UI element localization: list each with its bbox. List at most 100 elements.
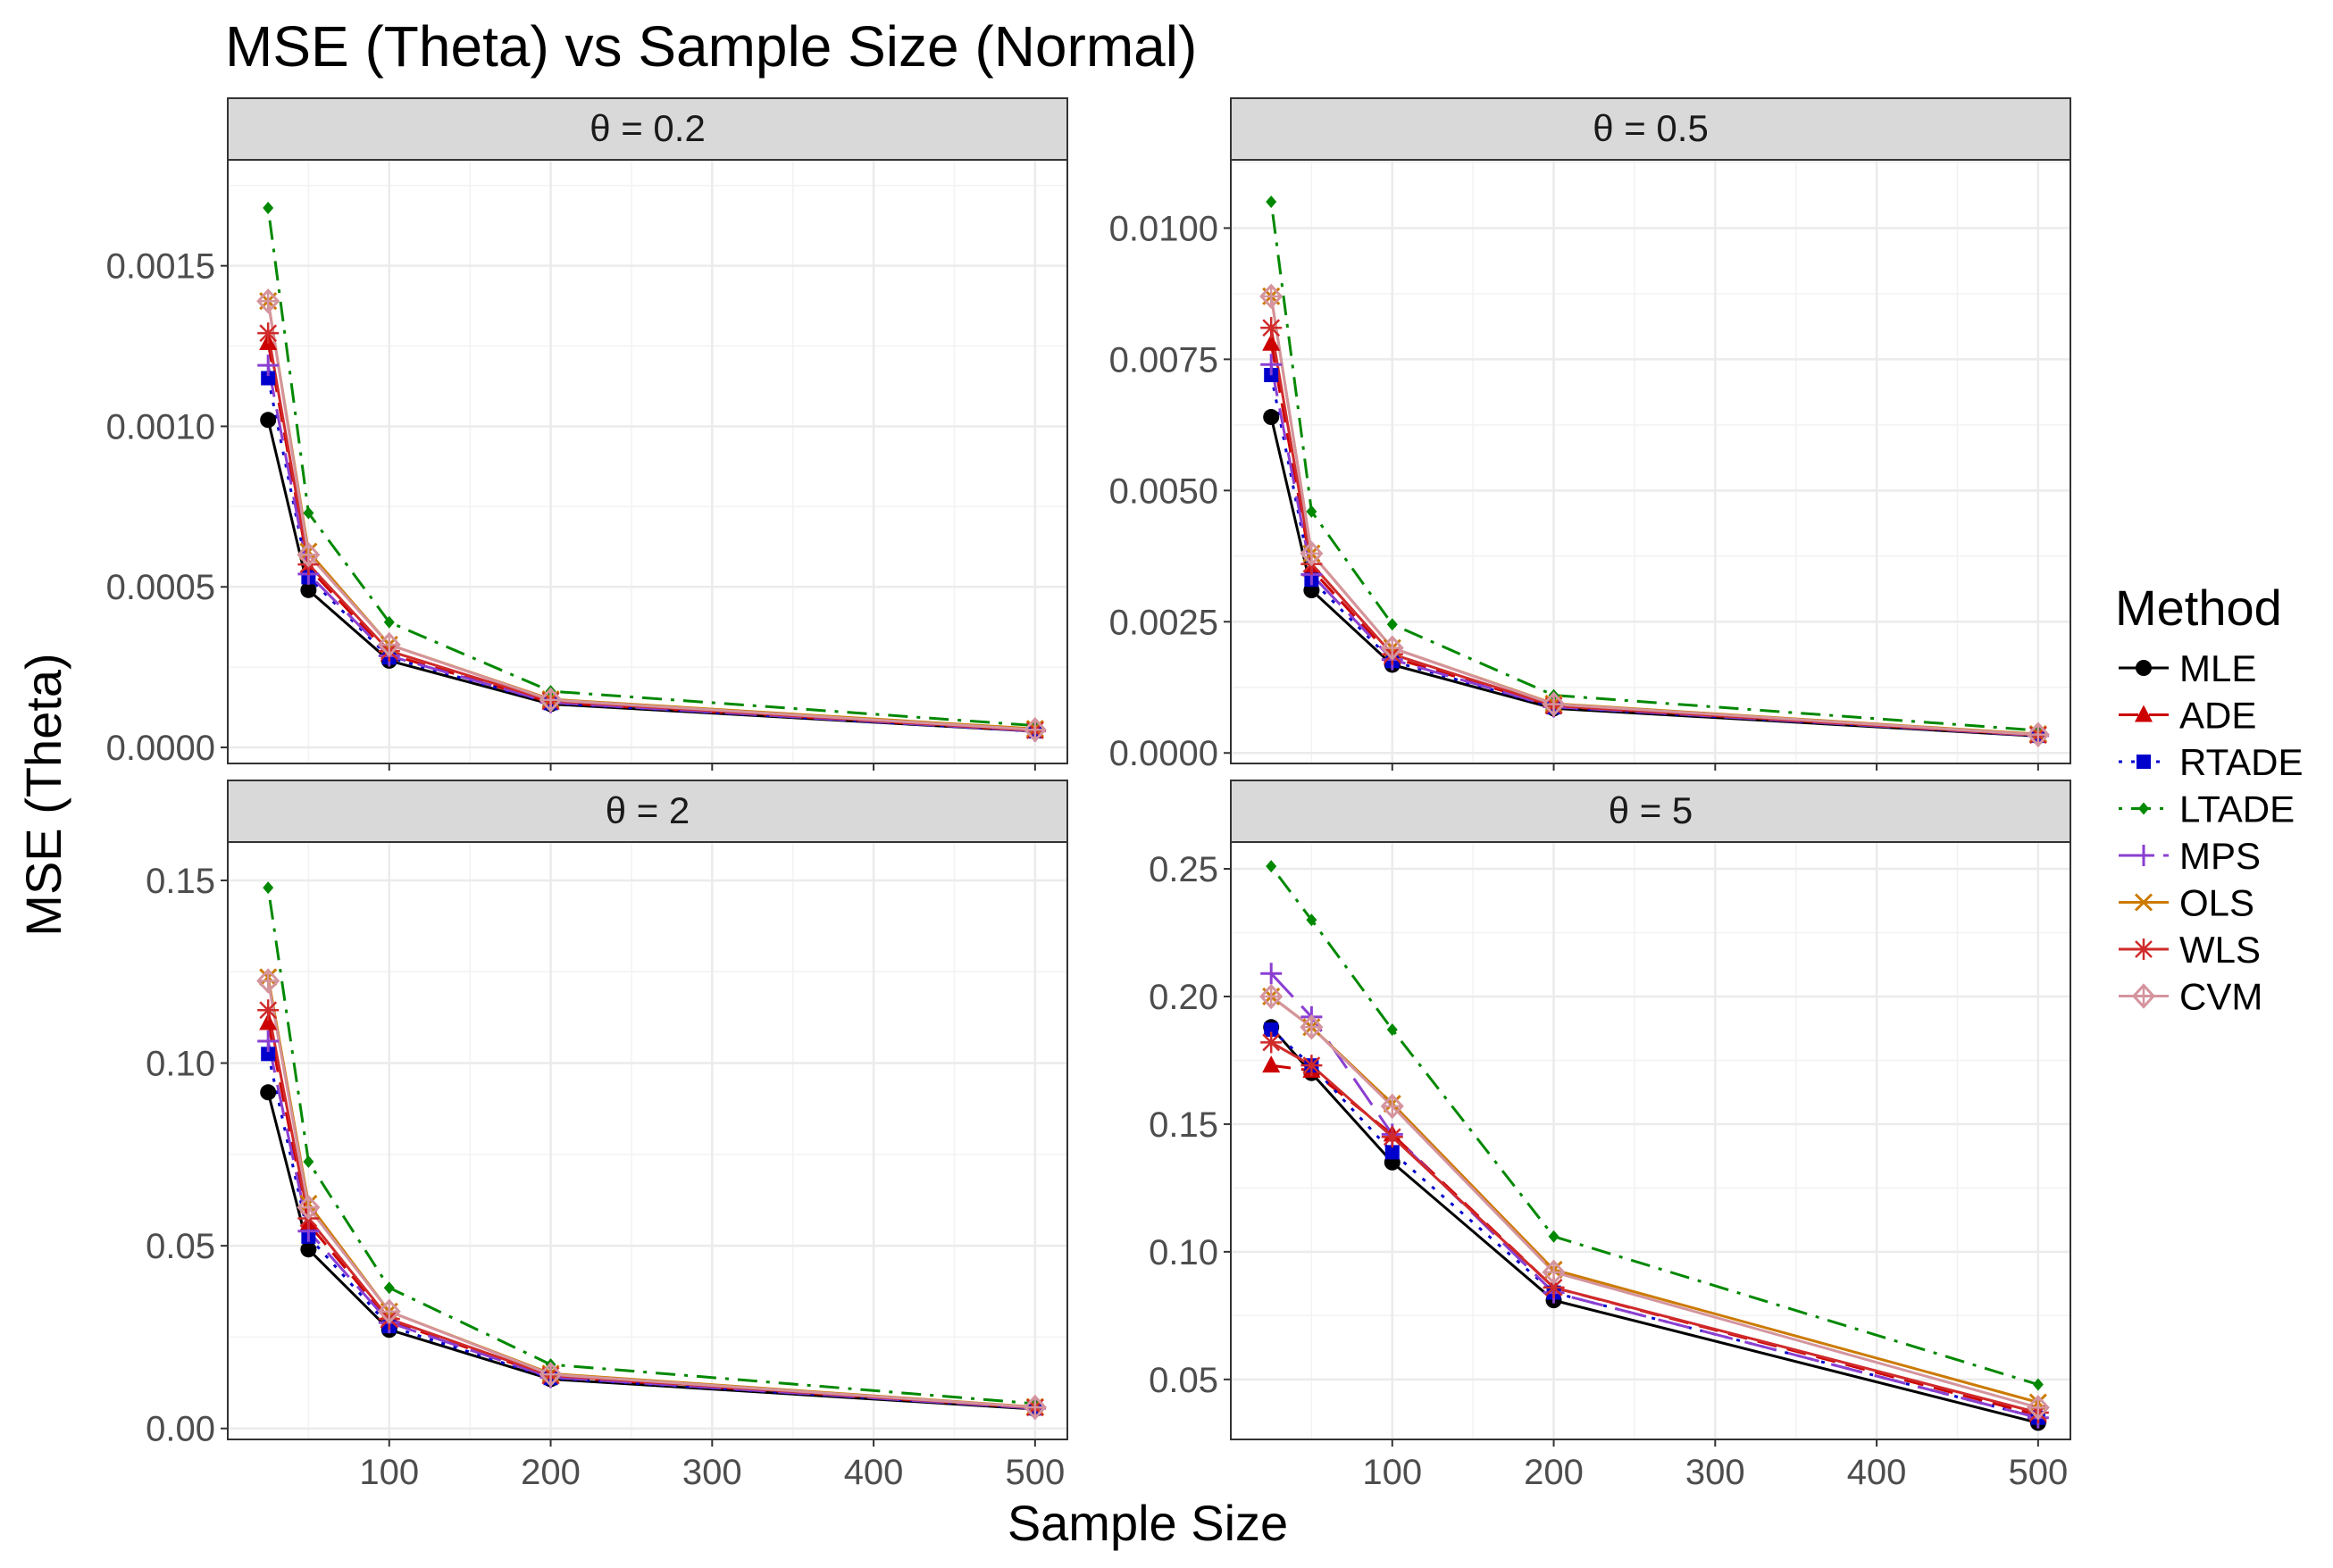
y-tick-label: 0.10 xyxy=(1149,1233,1218,1272)
x-tick-label: 100 xyxy=(1362,1453,1422,1492)
y-tick-label: 0.20 xyxy=(1149,978,1218,1017)
legend-key-marker xyxy=(2135,705,2153,722)
x-tick-label: 300 xyxy=(682,1453,742,1492)
facet-strip-label: θ = 0.2 xyxy=(590,107,706,149)
facet-panel: θ = 2 0.00 0.05 0.10 0.15 100 200 300 400 500 xyxy=(146,780,1068,1492)
data-point-ltade xyxy=(383,615,395,629)
y-tick-label: 0.0075 xyxy=(1109,340,1218,379)
data-point-ltade xyxy=(1306,505,1317,518)
data-point-ltade xyxy=(1548,1230,1560,1243)
facet-strip xyxy=(1230,97,2071,161)
data-point-cvm xyxy=(1380,635,1404,661)
y-tick-label: 0.0015 xyxy=(106,247,215,287)
facet-panel: θ = 0.2 0.0000 0.0005 0.0010 0.0015 xyxy=(106,97,1068,771)
chart-title: MSE (Theta) vs Sample Size (Normal) xyxy=(225,14,1197,79)
grid xyxy=(228,842,1067,1439)
facet-strip xyxy=(227,780,1068,843)
data-point-ltade xyxy=(1386,1023,1398,1037)
y-tick-label: 0.0005 xyxy=(106,568,215,607)
x-tick-label: 200 xyxy=(1524,1453,1584,1492)
data-point-cvm xyxy=(256,288,280,314)
x-tick-label: 500 xyxy=(2008,1453,2068,1492)
grid xyxy=(1231,842,2070,1439)
legend-item-mps: MPS xyxy=(2119,835,2261,877)
y-tick-label: 0.15 xyxy=(1149,1105,1218,1145)
facet-strip xyxy=(227,97,1068,161)
y-tick-label: 0.0100 xyxy=(1109,209,1218,248)
legend-key-marker xyxy=(2131,983,2156,1009)
data-point-mle xyxy=(260,1084,277,1101)
data-point-cvm xyxy=(297,542,321,568)
facet-strip-label: θ = 2 xyxy=(606,789,690,831)
data-point-mle xyxy=(300,581,317,598)
y-tick-label: 0.0000 xyxy=(106,729,215,768)
series-line-ade xyxy=(266,1022,1035,1410)
data-point-ltade xyxy=(1266,860,1277,873)
data-point-wls xyxy=(257,999,280,1022)
y-tick-label: 0.15 xyxy=(146,862,215,901)
data-point-ltade xyxy=(1266,196,1277,209)
legend-key-marker xyxy=(2133,938,2154,960)
legend-key-marker xyxy=(2136,755,2151,769)
panel-border xyxy=(1230,841,2071,1440)
plot-area xyxy=(1231,842,2070,1439)
legend-label: RTADE xyxy=(2179,741,2303,783)
panels-layer: θ = 0.2 0.0000 0.0005 0.0010 0.0015 θ = 0.5 0.… xyxy=(106,97,2071,1492)
y-tick-label: 0.0050 xyxy=(1109,471,1218,511)
x-axis-label: Sample Size xyxy=(1008,1495,1288,1551)
legend-label: WLS xyxy=(2179,929,2261,971)
legend-key-marker xyxy=(2136,660,2152,676)
data-point-ltade xyxy=(1306,913,1317,927)
x-tick-label: 100 xyxy=(359,1453,419,1492)
legend-label: OLS xyxy=(2179,882,2254,924)
data-point-rtade xyxy=(1264,1022,1279,1038)
y-tick-label: 0.10 xyxy=(146,1045,215,1084)
data-point-wls xyxy=(257,322,280,345)
data-point-wls xyxy=(1300,1055,1323,1077)
data-point-mle xyxy=(260,412,277,429)
legend-label: ADE xyxy=(2179,695,2256,737)
data-point-ltade xyxy=(263,201,274,214)
y-tick-label: 0.25 xyxy=(1149,850,1218,889)
data-point-cvm xyxy=(1380,1093,1404,1120)
data-point-cvm xyxy=(539,687,563,713)
data-point-wls xyxy=(1381,1126,1403,1148)
data-point-cvm xyxy=(297,1194,321,1221)
legend-label: LTADE xyxy=(2179,788,2295,830)
data-point-mps xyxy=(257,354,280,377)
legend-key-marker xyxy=(2133,845,2154,866)
data-point-cvm xyxy=(377,1298,401,1325)
y-axis-label: MSE (Theta) xyxy=(15,653,71,936)
legend-item-rtade: RTADE xyxy=(2119,741,2303,783)
legend-title: Method xyxy=(2115,580,2282,636)
data-point-mps xyxy=(1260,354,1283,376)
plot-area xyxy=(228,842,1067,1439)
data-point-ltade xyxy=(303,506,314,520)
facet-strip-label: θ = 5 xyxy=(1609,789,1693,831)
y-tick-label: 0.05 xyxy=(146,1227,215,1266)
grid xyxy=(1231,160,2070,763)
y-tick-label: 0.0025 xyxy=(1109,603,1218,642)
legend-key-marker xyxy=(2138,802,2149,815)
data-point-mle xyxy=(300,1241,317,1258)
y-tick-label: 0.05 xyxy=(1149,1361,1218,1400)
data-point-mps xyxy=(1260,963,1283,985)
data-point-cvm xyxy=(1259,983,1284,1010)
y-tick-label: 0.0000 xyxy=(1109,734,1218,773)
legend-item-ols: OLS xyxy=(2119,882,2254,924)
data-point-ade xyxy=(1262,1055,1281,1073)
legend-item-ade: ADE xyxy=(2119,695,2256,737)
grid xyxy=(228,160,1067,763)
plot-area xyxy=(1231,160,2070,763)
data-point-mle xyxy=(1263,409,1280,426)
data-point-ltade xyxy=(303,1155,314,1169)
x-tick-label: 500 xyxy=(1005,1453,1065,1492)
data-point-rtade xyxy=(261,1047,276,1062)
y-tick-label: 0.00 xyxy=(146,1410,215,1449)
data-point-mps xyxy=(257,1030,280,1052)
data-point-cvm xyxy=(539,1361,563,1388)
data-point-rtade xyxy=(1384,1145,1400,1160)
